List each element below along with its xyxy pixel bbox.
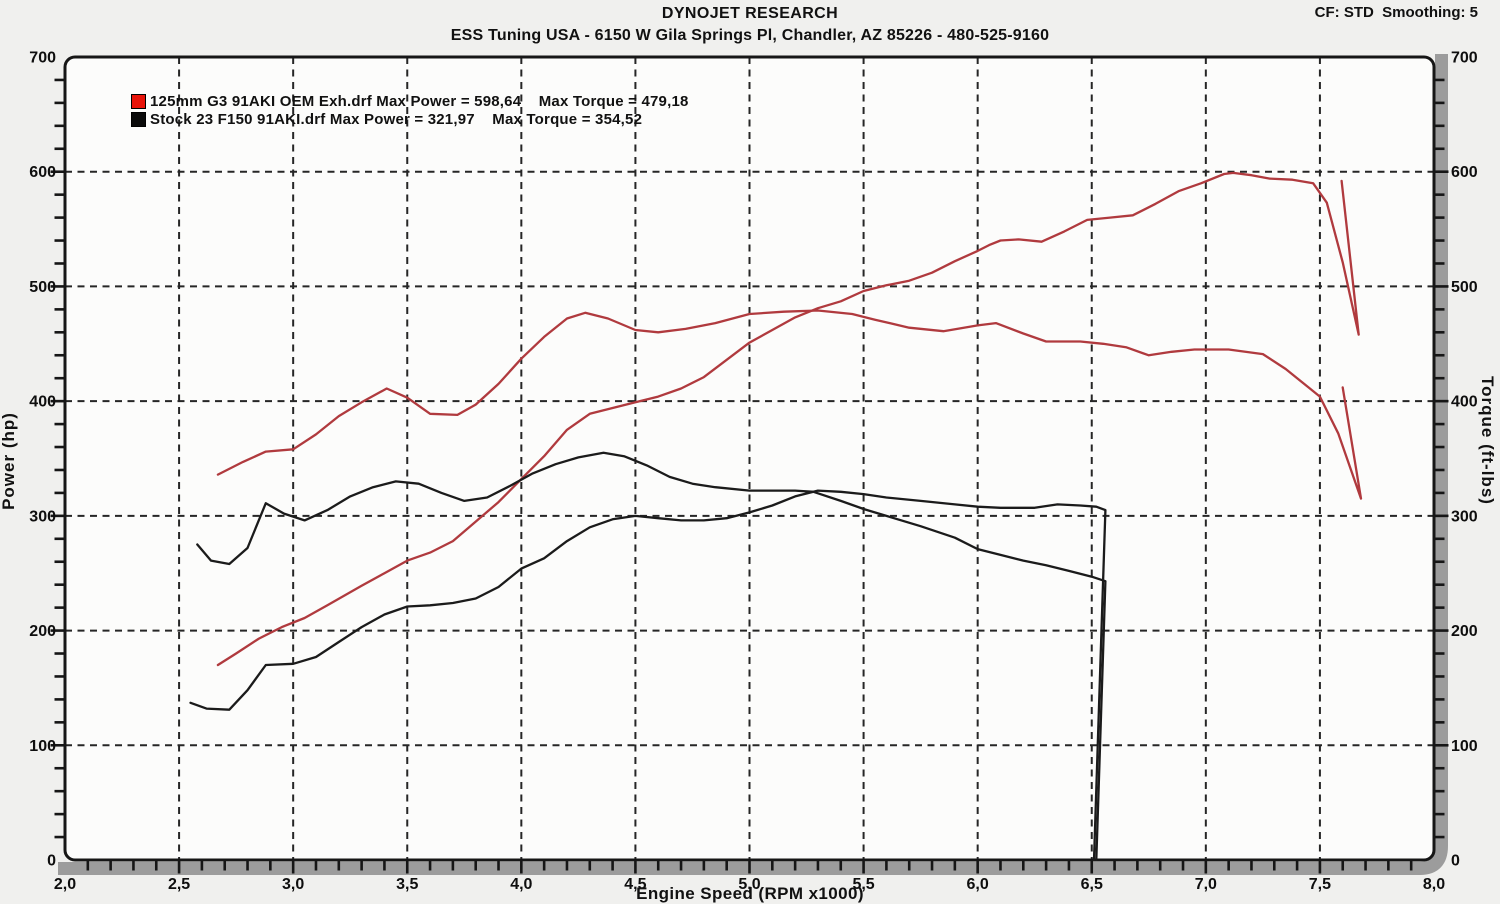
correction-smoothing-label: CF: STD Smoothing: 5: [1314, 4, 1478, 21]
x-tick-label: 6,5: [1081, 876, 1103, 893]
x-tick-label: 7,5: [1309, 876, 1331, 893]
x-tick-label: 5,0: [738, 876, 760, 893]
left-y-tick-label: 700: [29, 50, 56, 67]
x-tick-label: 2,5: [168, 876, 190, 893]
right-y-tick-label: 700: [1451, 50, 1478, 67]
x-tick-label: 6,0: [967, 876, 989, 893]
left-y-tick-label: 600: [29, 164, 56, 181]
right-y-tick-label: 0: [1451, 853, 1460, 870]
x-tick-label: 8,0: [1423, 876, 1445, 893]
chart-title: DYNOJET RESEARCH: [661, 5, 839, 22]
left-y-tick-label: 300: [29, 508, 56, 525]
right-y-tick-label: 200: [1451, 623, 1478, 640]
x-axis-title: Engine Speed (RPM x1000): [636, 884, 864, 903]
left-y-tick-label: 0: [47, 853, 56, 870]
x-tick-label: 4,0: [510, 876, 532, 893]
left-y-tick-label: 200: [29, 623, 56, 640]
shop-address-subtitle: ESS Tuning USA - 6150 W Gila Springs Pl,…: [450, 27, 1050, 44]
legend-label: Stock 23 F150 91AKI.drf Max Power = 321,…: [150, 110, 643, 128]
x-tick-label: 5,5: [852, 876, 874, 893]
tuned-torque-curve: [216, 309, 1363, 500]
plot-frame: [63, 55, 1436, 862]
stock-torque-curve: [196, 451, 1107, 862]
legend-item-tuned: 125mm G3 91AKI OEM Exh.drf Max Power = 5…: [131, 92, 689, 110]
left-y-tick-label: 400: [29, 394, 56, 411]
legend-label: 125mm G3 91AKI OEM Exh.drf Max Power = 5…: [150, 92, 689, 110]
tuned-power-curve: [216, 171, 1360, 667]
x-tick-label: 4,5: [624, 876, 646, 893]
x-tick-label: 2,0: [54, 876, 76, 893]
right-y-tick-label: 600: [1451, 164, 1478, 181]
right-y-tick-label: 300: [1451, 508, 1478, 525]
right-y-tick-label: 100: [1451, 738, 1478, 755]
stock-power-curve: [189, 489, 1107, 862]
right-y-tick-label: 400: [1451, 394, 1478, 411]
legend-item-stock: Stock 23 F150 91AKI.drf Max Power = 321,…: [131, 110, 689, 128]
left-y-tick-label: 500: [29, 279, 56, 296]
right-axis-title: Torque (ft-lbs): [1478, 376, 1497, 505]
right-y-tick-label: 500: [1451, 279, 1478, 296]
legend-swatch: [131, 111, 146, 127]
legend-swatch: [131, 93, 146, 109]
left-y-tick-label: 100: [29, 738, 56, 755]
left-axis-title: Power (hp): [0, 412, 18, 510]
axis-3d-band: [58, 54, 1448, 875]
x-tick-label: 3,0: [282, 876, 304, 893]
x-tick-label: 7,0: [1195, 876, 1217, 893]
x-tick-label: 3,5: [396, 876, 418, 893]
legend: 125mm G3 91AKI OEM Exh.drf Max Power = 5…: [131, 92, 689, 128]
